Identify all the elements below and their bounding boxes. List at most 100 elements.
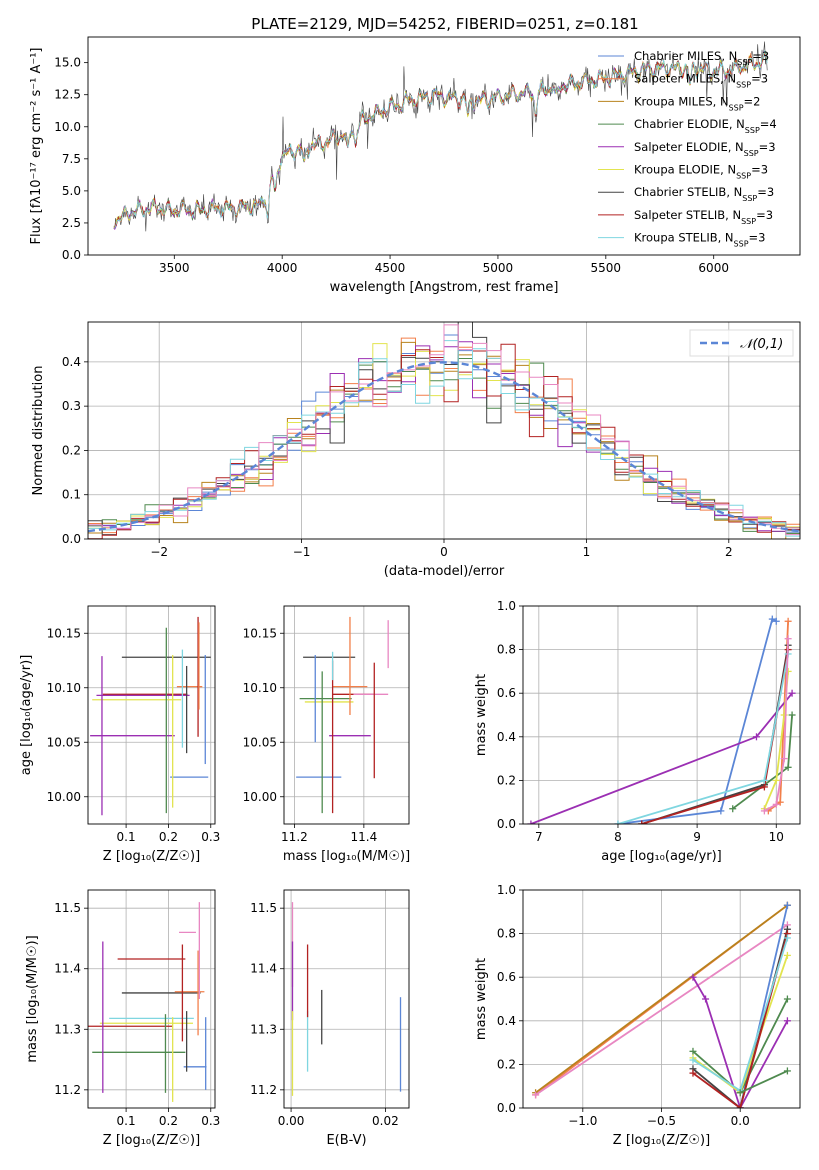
axes-frame: 0.1 0.2 0.3 11.2 11.3 11.4 11.5 Z [log₁₀(Z/Z☉)]…	[25, 889, 220, 1148]
x-axis-label: Z [log₁₀(Z/Z☉)]	[613, 1133, 710, 1148]
age-vs-mass-panel: 11.2 11.4 10.00 10.05 10.10 10.15 mass [log₁₀(…	[243, 605, 410, 864]
x-tick-label: 1	[583, 545, 591, 559]
plot-area	[527, 615, 796, 824]
weight-marker	[689, 1047, 697, 1055]
weight-marker	[784, 635, 792, 643]
plot-area	[88, 902, 207, 1102]
weight-marker	[768, 615, 776, 623]
mass-vs-metallicity-panel: 0.1 0.2 0.3 11.2 11.3 11.4 11.5 Z [log₁₀(Z/Z☉)]…	[25, 889, 220, 1148]
histogram-step-9	[88, 324, 800, 539]
weight-marker	[614, 820, 622, 824]
y-tick-label: 10.0	[54, 120, 81, 134]
y-tick-label: 2.5	[62, 216, 81, 230]
axes-frame: −1.0 −0.5 0.0 0.0 0.2 0.4 0.6 0.8 1.0 Z [log₁₀(Z/…	[474, 883, 801, 1148]
axes-border	[283, 605, 410, 825]
y-tick-label: 0.4	[497, 1014, 516, 1028]
y-tick-label: 5.0	[62, 184, 81, 198]
y-tick-label: 0.6	[497, 686, 516, 700]
axes-frame: 0.00 0.02 11.2 11.3 11.4 11.5 E(B-V)	[250, 889, 410, 1148]
x-tick-label: 11.2	[281, 830, 308, 844]
x-tick-label: 0.1	[117, 830, 136, 844]
weight-line-2	[535, 924, 788, 1096]
y-tick-label: 0.0	[62, 532, 81, 546]
weight-line-8	[763, 638, 789, 812]
y-axis-label: mass weight	[474, 958, 489, 1040]
y-axis-label: Flux [fλ10⁻¹⁷ erg cm⁻² s⁻¹ A⁻¹]	[29, 48, 44, 245]
x-tick-label: 0.2	[159, 830, 178, 844]
x-tick-label: 0.00	[278, 1114, 305, 1128]
x-tick-label: 9	[693, 830, 701, 844]
weight-line-1	[535, 904, 788, 1094]
axes-border	[87, 605, 216, 825]
legend-entry: 𝒩(0,1)	[740, 337, 783, 352]
x-axis-label: Z [log₁₀(Z/Z☉)]	[103, 849, 200, 864]
y-axis-label: Normed distribution	[31, 366, 46, 496]
y-tick-label: 10.05	[47, 735, 81, 749]
y-tick-label: 11.4	[250, 962, 277, 976]
y-tick-label: 0.1	[62, 488, 81, 502]
weight-marker	[783, 1017, 791, 1025]
legend-entry: Chabrier STELIB, NSSP=3	[634, 185, 774, 203]
y-tick-label: 10.00	[47, 790, 81, 804]
x-tick-label: 0.1	[117, 1114, 136, 1128]
x-tick-label: 0.3	[201, 830, 220, 844]
y-tick-label: 0.0	[497, 1101, 516, 1115]
axes-frame: 0.1 0.2 0.3 10.00 10.05 10.10 10.15 Z [log₁₀(Z/…	[19, 605, 220, 864]
x-tick-label: 8	[614, 830, 622, 844]
gaussian-curve	[88, 361, 800, 533]
weight-marker	[689, 1056, 697, 1064]
weight-marker	[783, 951, 791, 959]
spectrum-line-7	[113, 52, 768, 229]
weight-marker	[783, 995, 791, 1003]
y-tick-label: 10.10	[47, 681, 81, 695]
x-tick-label: 2	[725, 545, 733, 559]
y-axis-label: age [log₁₀(age/yr)]	[19, 655, 34, 776]
x-axis-label: wavelength [Angstrom, rest frame]	[330, 280, 559, 295]
weight-marker	[527, 820, 535, 824]
weight-marker	[783, 901, 791, 909]
plot-area	[291, 902, 402, 1096]
age-vs-metallicity-panel: 0.1 0.2 0.3 10.00 10.05 10.10 10.15 Z [log₁₀(Z/…	[19, 605, 220, 864]
axes-border	[87, 36, 801, 256]
weight-marker	[783, 934, 791, 942]
spectrum-line-8	[113, 50, 768, 229]
y-tick-label: 0.2	[497, 773, 516, 787]
y-tick-label: 0.2	[497, 1057, 516, 1071]
weight-line-0	[617, 617, 777, 824]
plot-area	[90, 616, 211, 816]
x-tick-label: 7	[535, 830, 543, 844]
axes-frame: 7 8 9 10 0.0 0.2 0.4 0.6 0.8 1.0 age [log₁₀(age/yr…	[474, 599, 801, 864]
weight-marker	[638, 820, 646, 824]
weight-marker	[532, 1091, 540, 1099]
plot-area	[296, 616, 389, 814]
y-tick-label: 11.2	[54, 1083, 81, 1097]
legend-entry: Salpeter STELIB, NSSP=3	[634, 208, 773, 226]
legend-entry: Chabrier MILES, NSSP=3	[634, 49, 769, 67]
y-tick-label: 11.3	[54, 1022, 81, 1036]
weight-line-10	[739, 1070, 788, 1094]
weight-marker	[760, 783, 768, 791]
weight-marker	[689, 973, 697, 981]
weight-line-7	[617, 653, 789, 824]
plot-area	[88, 322, 800, 539]
x-axis-label: (data-model)/error	[384, 564, 505, 579]
y-tick-label: 0.4	[62, 355, 81, 369]
plot-area	[113, 41, 768, 232]
weight-marker	[760, 807, 768, 815]
weight-marker	[729, 805, 737, 813]
x-tick-label: 10	[769, 830, 784, 844]
weight-marker	[717, 807, 725, 815]
x-tick-label: 5500	[591, 261, 622, 275]
y-tick-label: 0.0	[497, 817, 516, 831]
weight-marker	[702, 995, 710, 1003]
weight-marker	[736, 1104, 744, 1108]
axes-border	[283, 889, 410, 1109]
y-tick-label: 0.3	[62, 399, 81, 413]
x-axis-label: mass [log₁₀(M/M☉)]	[283, 849, 410, 864]
y-tick-label: 10.00	[243, 790, 277, 804]
y-tick-label: 0.8	[497, 643, 516, 657]
y-tick-label: 15.0	[54, 56, 81, 70]
x-tick-label: 0.0	[731, 1114, 750, 1128]
weight-marker	[772, 800, 780, 808]
